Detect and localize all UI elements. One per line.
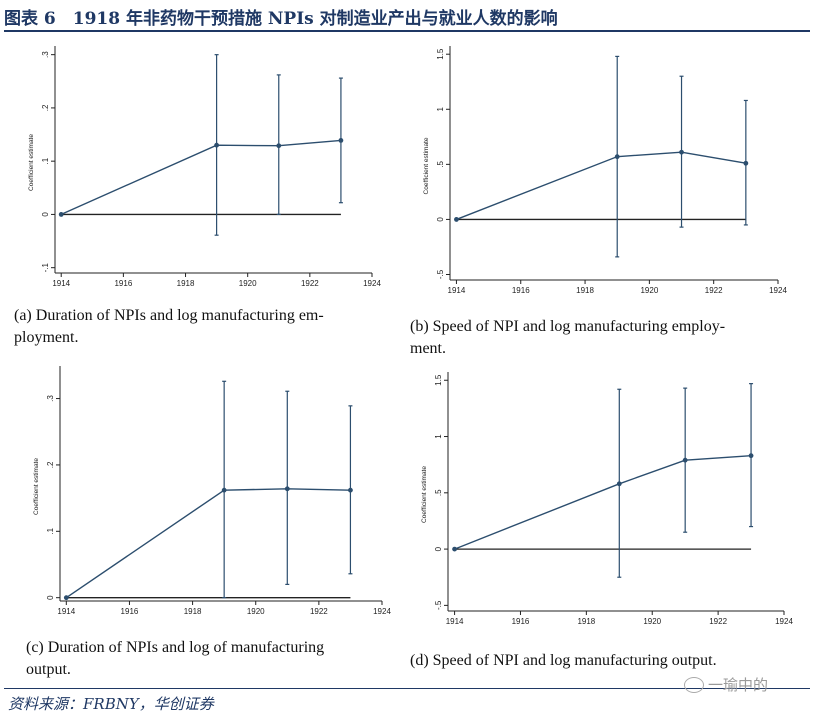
caption-a-line-1: (a) Duration of NPIs and log manufacturi… [14,307,324,324]
caption-d-line-1: (d) Speed of NPI and log manufacturing o… [410,652,717,669]
estimate-point [454,217,459,222]
estimate-line [65,488,351,599]
y-tick-label: 0 [436,217,445,222]
watermark: 一瑜中的 [684,674,768,695]
x-tick-label: 1920 [247,607,265,616]
chart-panel-c: 0 .1 .2 .3 1914 1916 1918 1920 1922 1924 Coefficie… [33,366,391,616]
caption-a-line-2: ployment. [14,329,79,346]
x-tick-label: 1922 [301,279,319,288]
y-tick-label: .1 [46,527,55,534]
y-tick-label: 0 [434,546,443,551]
y-tick-label: .3 [41,51,50,58]
wechat-icon [684,676,704,693]
estimate-point [338,138,344,143]
source-note: 资料来源：FRBNY，华创证券 [8,695,214,713]
y-tick-label: .1 [41,157,50,164]
figure-title: 图表 6 1918 年非药物干预措施 NPIs 对制造业产出与就业人数的影响 [4,9,558,29]
y-axis-title: Coefficient estimate [423,137,430,194]
x-tick-label: 1924 [769,286,787,295]
caption-b-line-2: ment. [410,340,446,357]
caption-b: (b) Speed of NPI and log manufacturing e… [410,316,810,360]
x-tick-label: 1918 [577,617,595,626]
x-tick-label: 1916 [512,286,530,295]
x-tick-label: 1920 [643,617,661,626]
estimate-point [679,149,684,155]
y-tick-label: 0 [46,595,55,600]
title-divider [4,30,810,32]
x-tick-label: 1916 [512,617,530,626]
x-tick-label: 1920 [239,279,257,288]
x-tick-label: 1922 [709,617,727,626]
y-tick-label: 1.5 [436,48,445,60]
x-tick-label: 1918 [184,607,202,616]
footer-divider [4,688,810,689]
x-tick-label: 1916 [121,607,139,616]
estimate-point [276,143,282,149]
y-axis-title: Coefficient estimate [33,458,40,515]
y-tick-label: -.5 [434,600,443,610]
x-tick-label: 1914 [448,286,466,295]
estimate-line [60,139,341,216]
y-axis-title: Coefficient estimate [28,134,35,191]
estimate-point [452,546,457,552]
y-tick-label: .2 [46,461,55,468]
chart-panel-d: -.5 0 .5 1 1.5 1914 1916 1918 1920 1922 1924 Coeffi… [421,372,793,626]
estimate-line [454,454,752,550]
y-tick-label: .2 [41,104,50,111]
estimate-point [214,142,220,148]
chart-panel-a: -.1 0 .1 .2 .3 1914 1916 1918 1920 1922 1924 Coeffi… [28,46,381,288]
y-tick-label: 1 [434,434,443,439]
watermark-text: 一瑜中的 [708,676,769,694]
estimate-point [743,160,749,166]
x-tick-label: 1920 [640,286,658,295]
x-tick-label: 1914 [52,279,70,288]
y-tick-label: .5 [434,489,443,496]
estimate-point [284,486,290,492]
estimate-point [58,212,64,217]
caption-b-line-1: (b) Speed of NPI and log manufacturing e… [410,318,726,335]
estimate-point [63,595,69,601]
x-tick-label: 1914 [446,617,464,626]
x-tick-label: 1922 [705,286,723,295]
y-tick-label: 0 [41,212,50,217]
estimate-line [456,151,746,221]
y-tick-label: -.1 [41,262,50,272]
caption-c-line-1: (c) Duration of NPIs and log of manufact… [26,639,325,656]
caption-d: (d) Speed of NPI and log manufacturing o… [410,650,810,672]
x-tick-label: 1918 [576,286,594,295]
estimate-point [348,487,353,493]
y-axis-title: Coefficient estimate [421,466,428,523]
caption-a: (a) Duration of NPIs and log manufacturi… [14,305,398,349]
x-tick-label: 1916 [114,279,132,288]
x-tick-label: 1924 [775,617,793,626]
x-tick-label: 1918 [177,279,195,288]
estimate-point [748,453,754,459]
y-tick-label: -.5 [436,269,445,279]
y-tick-label: .5 [436,160,445,167]
y-tick-label: .3 [46,395,55,402]
caption-c-line-2: output. [26,661,71,678]
x-tick-label: 1924 [373,607,391,616]
x-tick-label: 1914 [57,607,75,616]
estimate-point [221,487,227,493]
estimate-point [616,481,622,487]
estimate-point [614,154,620,160]
x-tick-label: 1922 [310,607,328,616]
x-tick-label: 1924 [363,279,381,288]
caption-c: (c) Duration of NPIs and log of manufact… [26,637,410,681]
y-tick-label: 1 [436,107,445,112]
y-tick-label: 1.5 [434,374,443,386]
estimate-point [682,457,688,463]
chart-panel-b: -.5 0 .5 1 1.5 1914 1916 1918 1920 1922 1924 Coeffi… [423,46,787,295]
